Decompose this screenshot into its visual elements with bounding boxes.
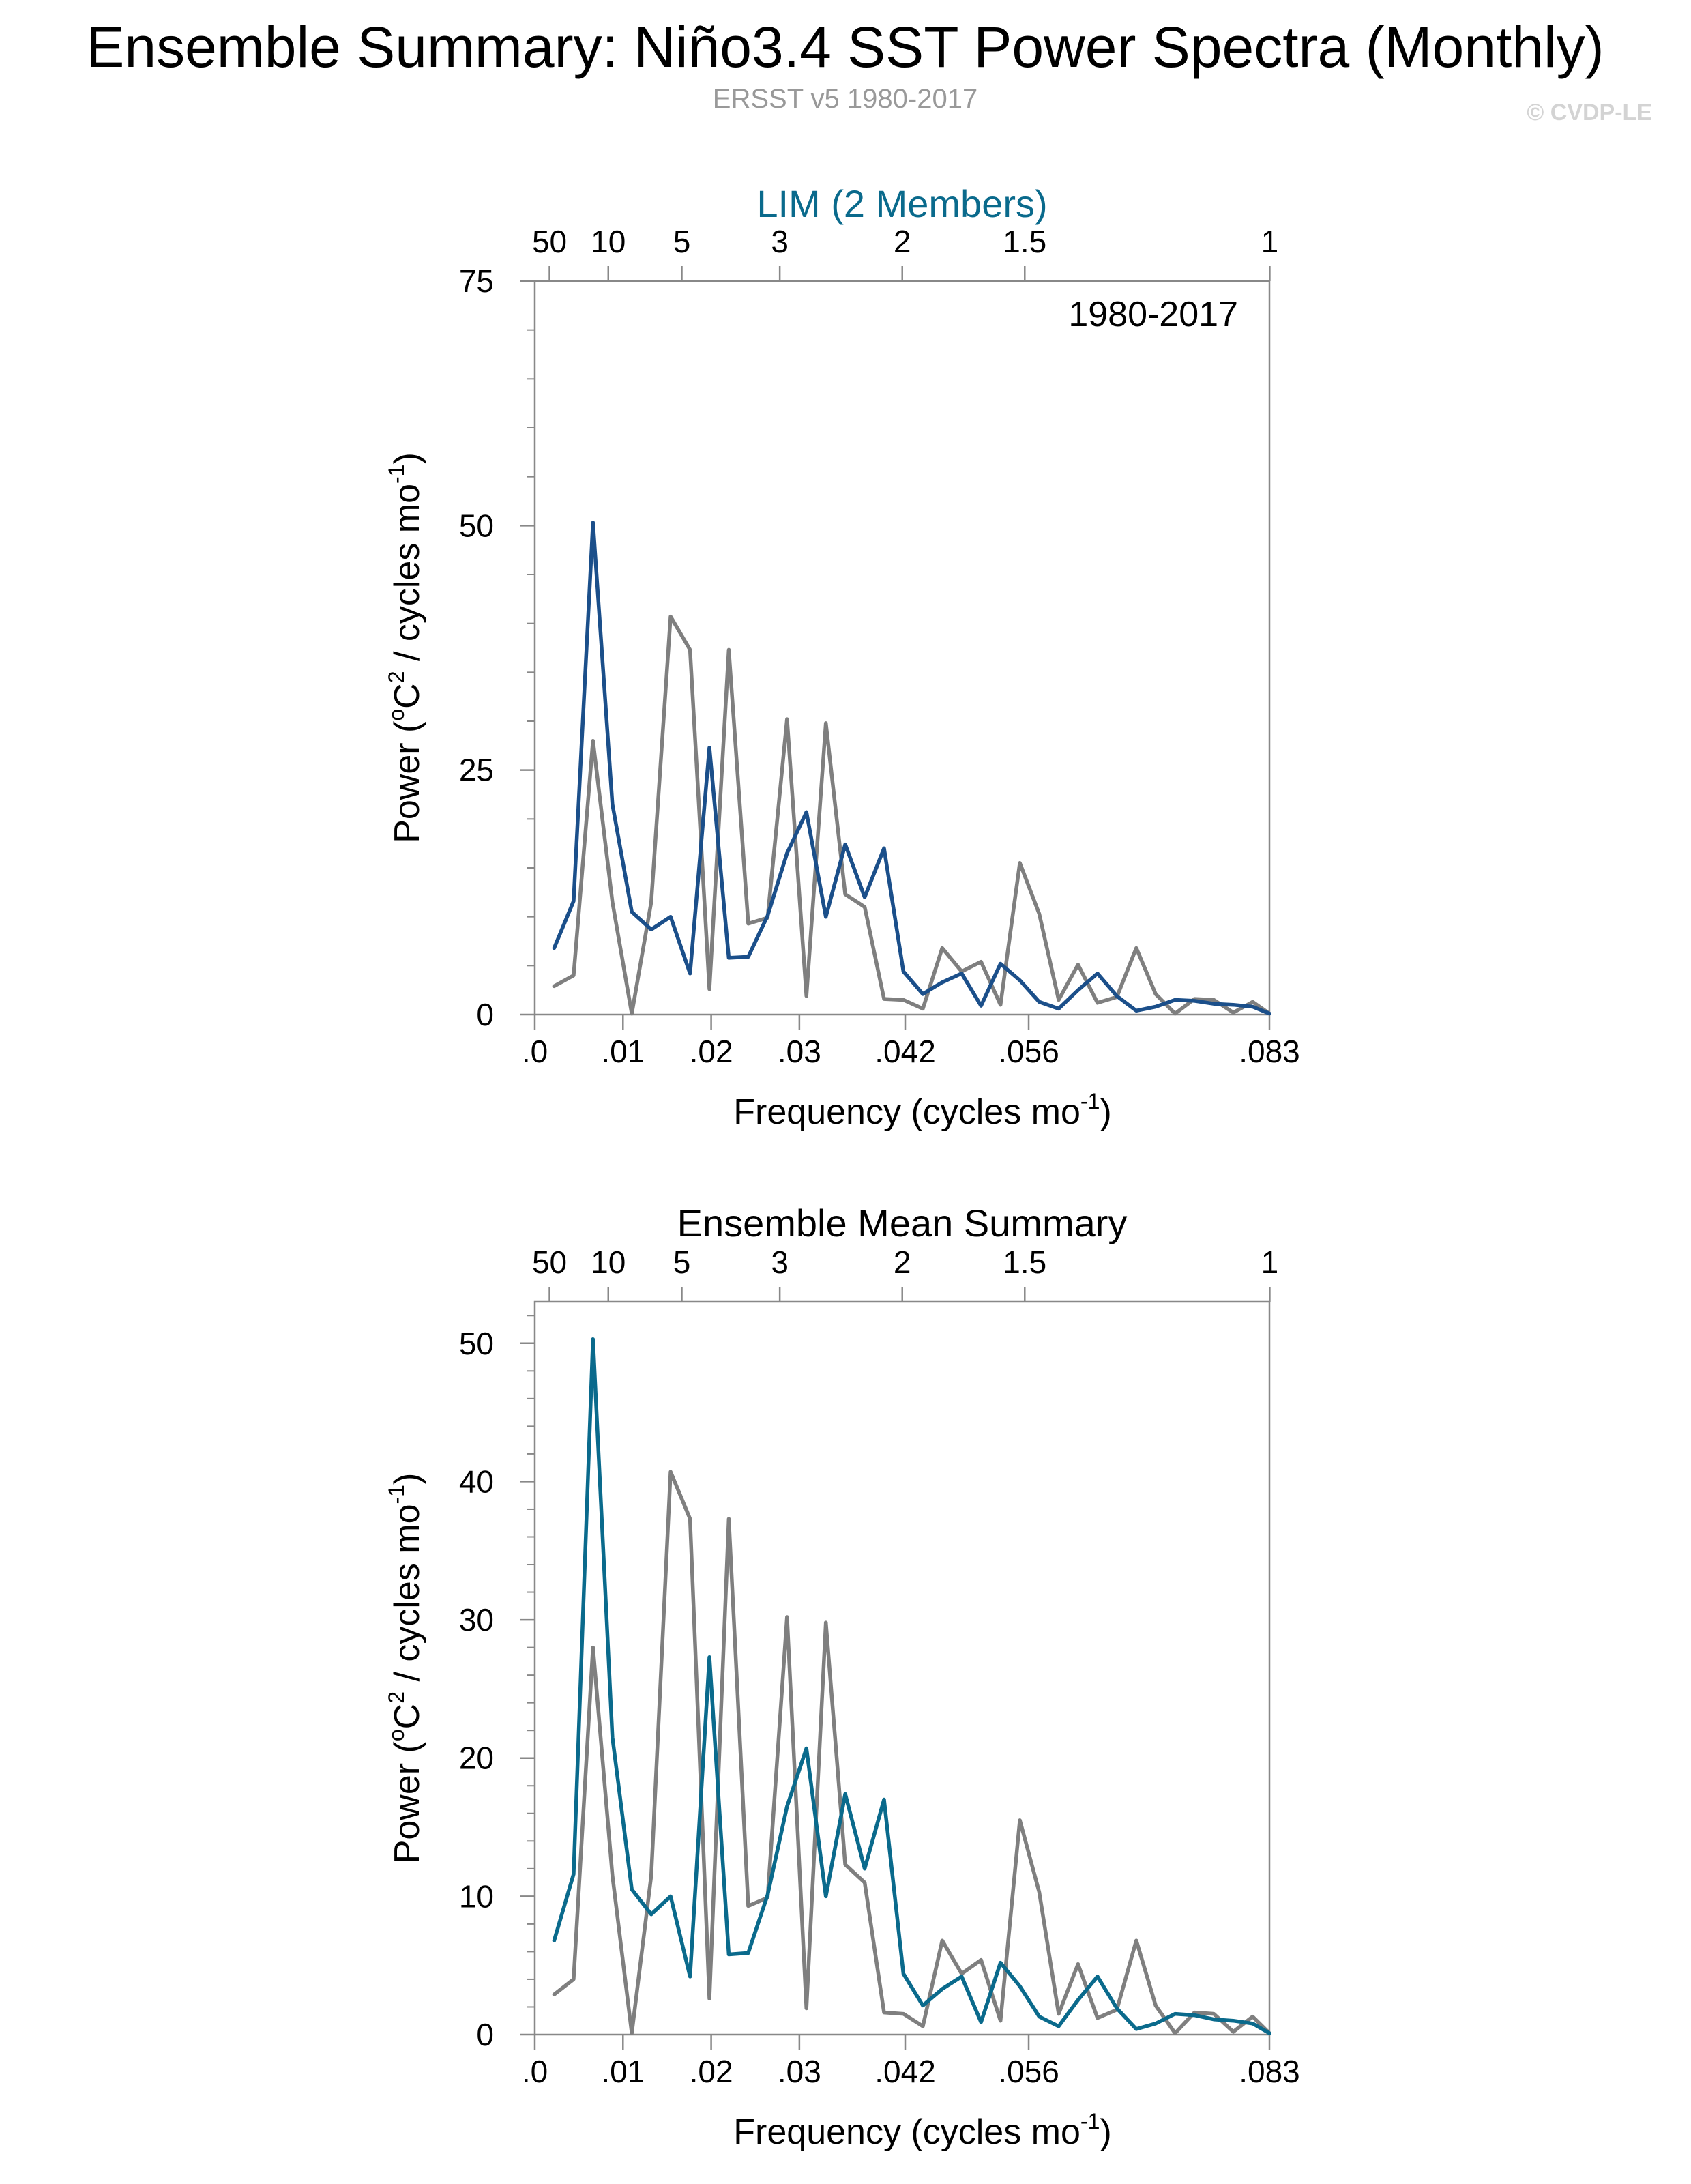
y-tick-label: 30: [459, 1602, 494, 1637]
y-tick-label: 40: [459, 1464, 494, 1499]
y-axis-label: Power (oC2 / cycles mo-1): [384, 452, 427, 843]
x-tick-label: .02: [690, 1034, 733, 1069]
period-tick-label: 5: [673, 1244, 691, 1280]
panel-title: Ensemble Mean Summary: [677, 1202, 1128, 1244]
x-tick-label: .01: [601, 2054, 645, 2089]
x-tick-label: .0: [522, 2054, 548, 2089]
x-axis-label: Frequency (cycles mo-1): [733, 2109, 1111, 2152]
series-line-ersst-v5: [552, 1470, 1271, 2035]
y-tick-label: 50: [459, 508, 494, 543]
period-tick-label: 3: [771, 224, 789, 259]
panel-title: LIM (2 Members): [756, 182, 1047, 225]
x-tick-label: .042: [874, 2054, 936, 2089]
y-tick-label: 75: [459, 263, 494, 299]
copyright-watermark: © CVDP-LE: [1527, 100, 1652, 126]
figure-title: Ensemble Summary: Niño3.4 SST Power Spec…: [86, 15, 1604, 79]
y-tick-label: 10: [459, 1878, 494, 1914]
x-tick-label: .0: [522, 1034, 548, 1069]
x-tick-label: .083: [1239, 1034, 1300, 1069]
period-tick-label: 10: [591, 224, 626, 259]
period-tick-label: 1.5: [1003, 1244, 1046, 1280]
period-tick-label: 2: [894, 1244, 911, 1280]
x-tick-label: .02: [690, 2054, 733, 2089]
y-tick-label: 0: [476, 2017, 494, 2052]
period-tick-label: 5: [673, 224, 691, 259]
x-tick-label: .03: [778, 2054, 821, 2089]
x-tick-label: .056: [998, 2054, 1059, 2089]
series-line-lim-member: [552, 521, 1271, 1016]
plot-frame: [533, 280, 1271, 1016]
x-tick-label: .03: [778, 1034, 821, 1069]
period-tick-label: 10: [591, 1244, 626, 1280]
spectrum-panel-lim: LIM (2 Members)1980-20170255075.0.01.02.…: [384, 182, 1300, 1132]
y-tick-label: 25: [459, 753, 494, 788]
period-tick-label: 2: [894, 224, 911, 259]
y-tick-label: 50: [459, 1326, 494, 1361]
x-axis-label: Frequency (cycles mo-1): [733, 1089, 1111, 1132]
period-tick-label: 50: [532, 224, 567, 259]
series-line-ersst-v5: [552, 614, 1271, 1016]
period-tick-label: 1: [1261, 1244, 1279, 1280]
figure-subtitle: ERSST v5 1980-2017: [713, 84, 977, 114]
x-tick-label: .01: [601, 1034, 645, 1069]
period-tick-label: 50: [532, 1244, 567, 1280]
period-tick-label: 3: [771, 1244, 789, 1280]
x-tick-label: .042: [874, 1034, 936, 1069]
y-tick-label: 20: [459, 1741, 494, 1776]
series-line-ensemble-mean: [552, 1337, 1271, 2035]
spectrum-panel-ensemble-mean: Ensemble Mean Summary 0 10 20 30 40 50 .0 .01 .02…: [384, 1202, 1300, 2152]
x-tick-label: .083: [1239, 2054, 1300, 2089]
period-tick-label: 1.5: [1003, 224, 1046, 259]
y-tick-label: 0: [476, 997, 494, 1032]
period-tick-label: 1: [1261, 224, 1279, 259]
period-annotation: 1980-2017: [1068, 295, 1238, 334]
y-axis-label: Power (oC2 / cycles mo-1): [384, 1473, 427, 1864]
x-tick-label: .056: [998, 1034, 1059, 1069]
